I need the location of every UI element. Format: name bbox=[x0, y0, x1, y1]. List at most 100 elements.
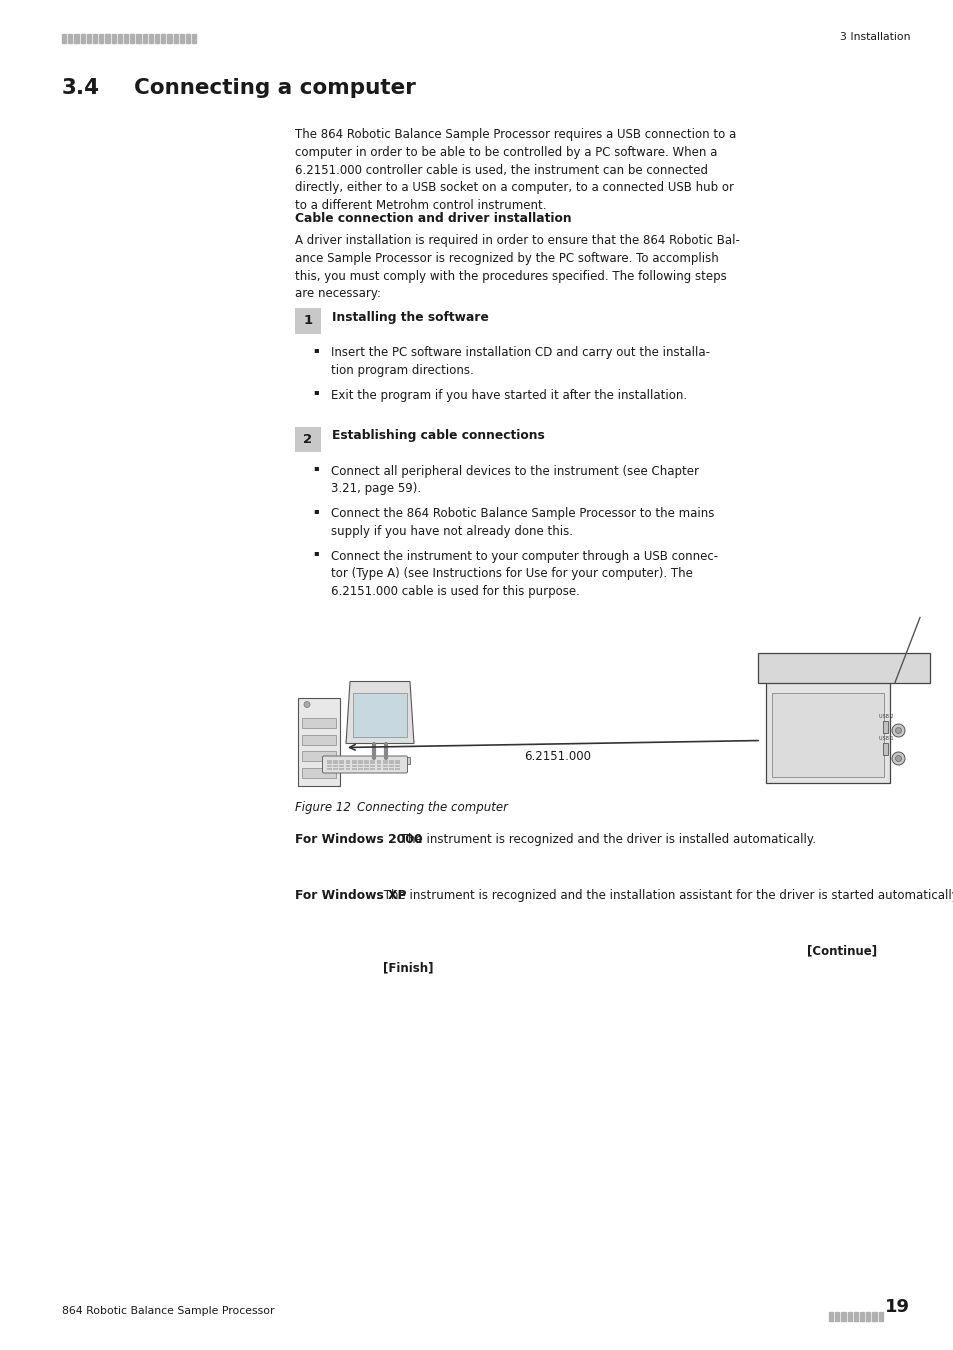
Bar bbox=[828, 1311, 832, 1320]
Bar bbox=[382, 768, 387, 770]
Bar bbox=[345, 763, 350, 764]
Bar bbox=[345, 768, 350, 770]
Bar bbox=[186, 34, 190, 42]
Bar bbox=[871, 1311, 876, 1320]
Text: Connecting a computer: Connecting a computer bbox=[133, 78, 416, 99]
Bar bbox=[339, 768, 344, 770]
Bar bbox=[352, 760, 356, 761]
Bar bbox=[370, 763, 375, 764]
Bar bbox=[352, 768, 356, 770]
Text: [Finish]: [Finish] bbox=[382, 961, 433, 975]
Bar bbox=[395, 768, 399, 770]
Text: Establishing cable connections: Establishing cable connections bbox=[333, 429, 545, 441]
Text: 2: 2 bbox=[303, 433, 312, 446]
Text: 3 Installation: 3 Installation bbox=[839, 32, 909, 42]
Bar bbox=[878, 1311, 882, 1320]
Bar bbox=[327, 763, 332, 764]
Bar bbox=[389, 765, 394, 767]
Bar bbox=[376, 763, 381, 764]
Bar bbox=[333, 763, 337, 764]
Bar bbox=[87, 34, 91, 42]
Bar bbox=[364, 768, 369, 770]
Circle shape bbox=[895, 728, 901, 733]
Text: For Windows XP: For Windows XP bbox=[294, 888, 406, 902]
Bar bbox=[382, 765, 387, 767]
Bar bbox=[142, 34, 147, 42]
Bar bbox=[882, 721, 887, 733]
Bar bbox=[74, 34, 78, 42]
Text: [Continue]: [Continue] bbox=[806, 945, 876, 957]
Text: Connect the 864 Robotic Balance Sample Processor to the mains
supply if you have: Connect the 864 Robotic Balance Sample P… bbox=[331, 508, 714, 537]
Bar bbox=[370, 765, 375, 767]
Bar bbox=[327, 768, 332, 770]
Bar bbox=[92, 34, 97, 42]
Bar bbox=[353, 693, 407, 737]
Bar bbox=[302, 768, 335, 778]
Bar bbox=[364, 763, 369, 764]
Bar bbox=[357, 763, 362, 764]
Bar bbox=[846, 1311, 851, 1320]
Bar bbox=[765, 680, 889, 783]
Bar bbox=[395, 763, 399, 764]
Text: Connect the instrument to your computer through a USB connec-
tor (Type A) (see : Connect the instrument to your computer … bbox=[331, 549, 718, 598]
Bar bbox=[395, 760, 399, 761]
Bar bbox=[841, 1311, 844, 1320]
FancyBboxPatch shape bbox=[322, 756, 407, 774]
Text: ▪: ▪ bbox=[313, 346, 318, 354]
Bar bbox=[62, 34, 66, 42]
Bar bbox=[173, 34, 177, 42]
Bar bbox=[771, 693, 883, 776]
Text: Insert the PC software installation CD and carry out the installa-
tion program : Insert the PC software installation CD a… bbox=[331, 346, 709, 377]
Bar bbox=[357, 768, 362, 770]
Bar bbox=[389, 763, 394, 764]
Bar bbox=[154, 34, 159, 42]
Bar bbox=[758, 652, 929, 683]
Bar bbox=[302, 718, 335, 728]
Bar bbox=[370, 760, 375, 761]
Bar bbox=[376, 768, 381, 770]
Bar bbox=[364, 760, 369, 761]
Text: ▪: ▪ bbox=[313, 506, 318, 514]
Bar bbox=[302, 751, 335, 761]
Bar bbox=[352, 763, 356, 764]
Bar bbox=[364, 765, 369, 767]
Bar bbox=[149, 34, 152, 42]
Bar bbox=[345, 765, 350, 767]
Bar bbox=[357, 765, 362, 767]
Bar bbox=[389, 768, 394, 770]
Bar bbox=[136, 34, 140, 42]
Bar bbox=[339, 760, 344, 761]
Bar bbox=[382, 760, 387, 761]
Text: The 864 Robotic Balance Sample Processor requires a USB connection to a
computer: The 864 Robotic Balance Sample Processor… bbox=[294, 128, 736, 212]
Bar bbox=[117, 34, 122, 42]
Text: Connect all peripheral devices to the instrument (see Chapter
3.21, page 59).: Connect all peripheral devices to the in… bbox=[331, 464, 699, 495]
Bar bbox=[105, 34, 110, 42]
Bar bbox=[294, 308, 320, 333]
Circle shape bbox=[891, 752, 904, 765]
Bar bbox=[865, 1311, 869, 1320]
Bar bbox=[834, 1311, 839, 1320]
Bar bbox=[389, 760, 394, 761]
Bar bbox=[345, 760, 350, 761]
Text: Figure 12: Figure 12 bbox=[294, 801, 351, 814]
Text: : The instrument is recognized and the driver is installed automatically.: : The instrument is recognized and the d… bbox=[393, 833, 816, 845]
Text: Installing the software: Installing the software bbox=[333, 310, 489, 324]
Text: USB 1: USB 1 bbox=[878, 736, 892, 741]
Circle shape bbox=[895, 756, 901, 761]
Text: ▪: ▪ bbox=[313, 548, 318, 558]
Bar bbox=[327, 765, 332, 767]
Bar bbox=[179, 34, 184, 42]
Text: 6.2151.000: 6.2151.000 bbox=[524, 751, 591, 763]
Text: : The instrument is recognized and the installation assistant for the driver is : : The instrument is recognized and the i… bbox=[375, 888, 953, 902]
Bar bbox=[339, 763, 344, 764]
Bar bbox=[80, 34, 85, 42]
Text: For Windows 2000: For Windows 2000 bbox=[294, 833, 422, 845]
Bar bbox=[302, 734, 335, 744]
Bar bbox=[68, 34, 72, 42]
Bar bbox=[130, 34, 134, 42]
Text: ▪: ▪ bbox=[313, 387, 318, 397]
Text: 1: 1 bbox=[303, 315, 312, 327]
Text: USB 2: USB 2 bbox=[878, 714, 892, 718]
Text: Connecting the computer: Connecting the computer bbox=[356, 801, 507, 814]
Bar bbox=[99, 34, 103, 42]
